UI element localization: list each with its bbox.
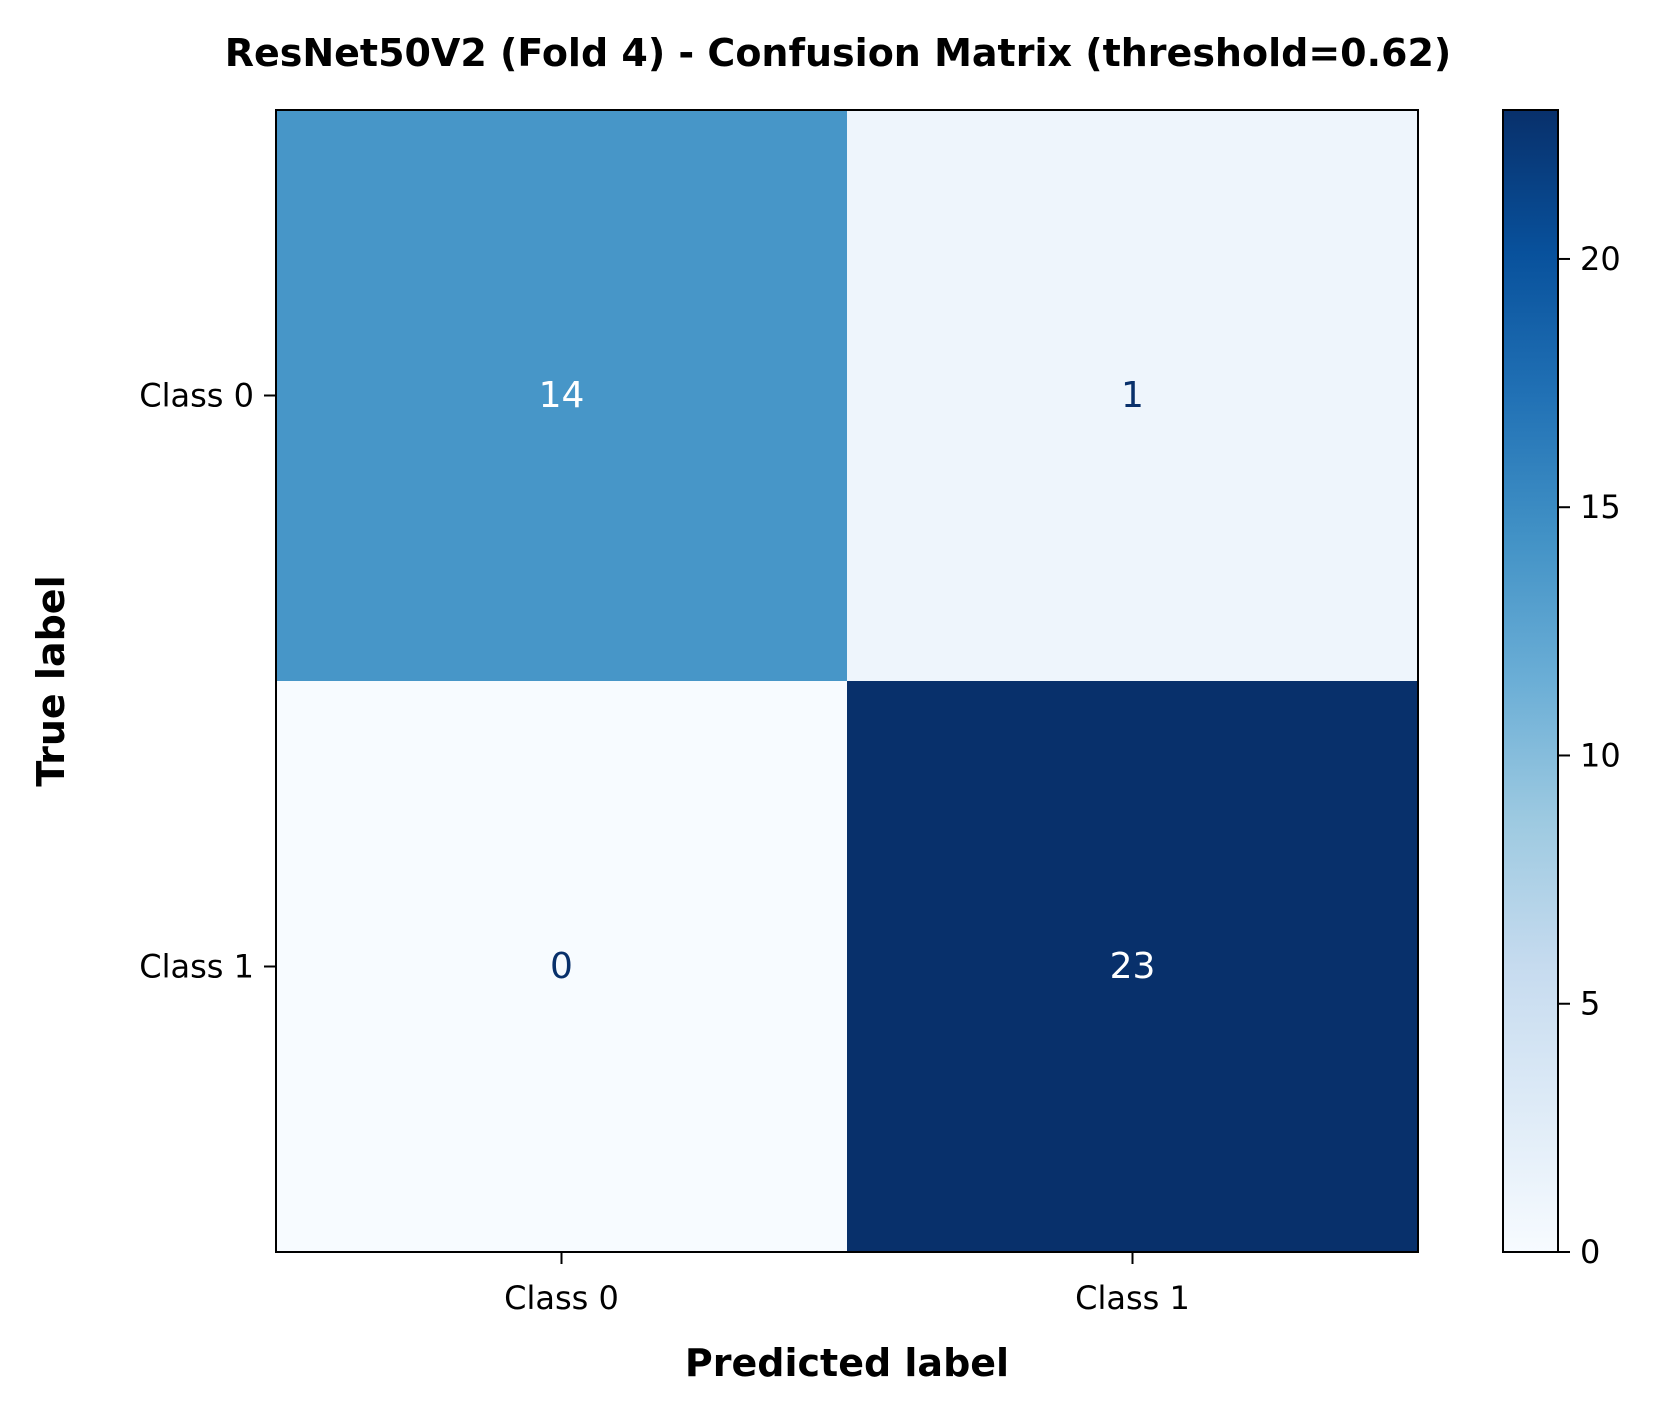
cell-value-label: 14 [539,375,585,416]
x-tick-label: Class 1 [1075,1279,1190,1317]
y-tick-label: Class 0 [139,377,254,415]
x-axis-label: Predicted label [685,1341,1009,1385]
matrix-cells [276,110,1418,1252]
matrix-cell [847,110,1418,681]
colorbar-tick-label: 15 [1580,488,1621,526]
matrix-cell-labels: 14 1 0 23 [539,375,1156,987]
colorbar-ticks: 0 5 10 15 20 [1558,240,1621,1271]
cell-value-label: 1 [1121,375,1144,416]
x-axis-ticks: Class 0 Class 1 [504,1252,1190,1317]
y-axis-label: True label [29,575,73,786]
matrix-cell [276,681,847,1252]
matrix-cell [276,110,847,681]
y-axis-ticks: Class 0 Class 1 [139,377,276,986]
plot-frame [275,109,1419,1253]
y-tick-label: Class 1 [139,948,254,986]
matrix-cell [847,681,1418,1252]
colorbar [1502,109,1559,1253]
cell-value-label: 23 [1110,946,1156,987]
colorbar-tick-label: 20 [1580,240,1621,278]
chart-title: ResNet50V2 (Fold 4) - Confusion Matrix (… [225,31,1452,75]
cell-value-label: 0 [550,946,573,987]
colorbar-tick-label: 5 [1580,985,1600,1023]
colorbar-tick-label: 0 [1580,1233,1600,1271]
x-tick-label: Class 0 [504,1279,619,1317]
colorbar-tick-label: 10 [1580,736,1621,774]
